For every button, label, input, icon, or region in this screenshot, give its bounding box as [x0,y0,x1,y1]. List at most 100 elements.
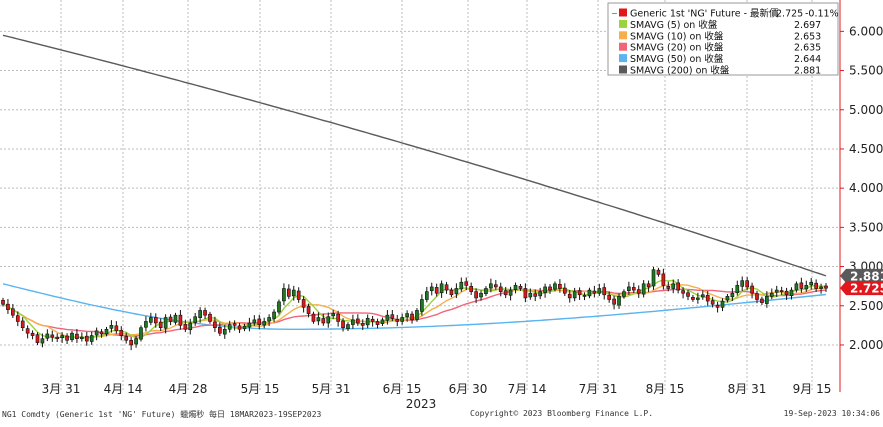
candle [104,326,109,337]
candle [725,294,730,303]
candle-body [188,322,193,331]
candle-body [774,289,779,293]
candle-body [503,290,508,296]
candle-body [336,313,340,322]
candle [760,296,764,305]
candle-body [355,318,360,324]
candle-body [725,296,730,301]
candle [370,315,375,327]
candle [814,279,818,292]
candle [622,289,626,299]
candle-body [824,285,828,289]
candle [109,320,114,333]
candle-body [311,313,316,322]
candle-body [454,288,459,295]
candle-body [163,317,168,329]
candle-body [533,293,538,297]
candle-body [602,287,607,296]
candlestick-layer [1,266,828,351]
candle-body [30,332,35,336]
x-tick-label: 3月 31 [42,382,81,396]
candle-body [124,336,129,341]
candle [602,283,607,300]
candle-body [518,286,523,289]
candle [20,317,25,332]
x-tick-label: 6月 30 [449,382,488,396]
candle [804,280,809,292]
candle-body [75,333,79,339]
x-tick-label: 5月 15 [241,382,280,396]
candle [227,320,232,333]
candle-body [686,292,690,297]
candle-body [755,293,759,300]
candle-body [508,289,513,296]
candle-body [646,283,651,288]
x-tick-label: 7月 14 [508,382,547,396]
sma50-line [2,283,827,330]
candle-body [410,313,414,321]
candle [395,315,400,327]
candle [222,325,227,339]
candle [720,298,725,312]
y-tick-label: 5.000 [849,103,883,117]
candle [282,283,286,306]
candle-body [282,288,286,302]
candle [213,316,217,332]
candle-body [99,331,104,335]
candle-body [213,321,217,329]
candle [592,285,597,298]
legend-swatch [619,8,627,17]
candle-body [20,320,25,329]
candle-body [109,325,114,329]
candle-body [272,311,276,319]
candle [489,278,493,293]
candle-body [548,286,552,291]
legend-item-sma20: SMAVG (20) on 收盤 2.635 [619,42,821,54]
candle-body [543,286,547,293]
candle-body [449,289,454,296]
candle [188,318,193,335]
candle [503,286,508,299]
candle-body [582,294,587,297]
candle [355,314,360,326]
candle [267,314,271,327]
candle [454,283,459,299]
candle [474,288,478,304]
legend-label: SMAVG (50) on 收盤 [630,53,724,65]
grid-layer [0,0,840,392]
candle-body [40,338,45,344]
legend-item-sma200: SMAVG (200) on 收盤 2.881 [619,65,821,77]
legend-label: SMAVG (5) on 收盤 [630,19,718,31]
candle-body [60,335,64,339]
candle-body [94,330,99,336]
candle-body [193,316,198,323]
candle-body [351,319,355,325]
candle-body [134,338,138,345]
candle-body [651,269,656,287]
candle [666,281,671,292]
candle [11,304,15,318]
candle-body [799,282,804,289]
candle-body [50,334,55,338]
candle-body [779,290,784,293]
candle-body [203,310,207,316]
candle [30,330,35,340]
candle-body [765,296,769,304]
candle [124,332,129,344]
candle [415,308,419,322]
candle [799,277,804,293]
candle [819,283,823,294]
x-tick-label: 8月 15 [646,382,685,396]
candle [390,309,395,322]
candle-body [306,306,311,314]
candle-body [70,332,74,341]
candle [262,317,267,329]
candle-body [415,310,419,320]
candle [301,296,306,313]
candle [84,331,89,346]
candle [809,278,814,290]
legend-label: Generic 1st 'NG' Future - 最新價 [630,8,779,20]
